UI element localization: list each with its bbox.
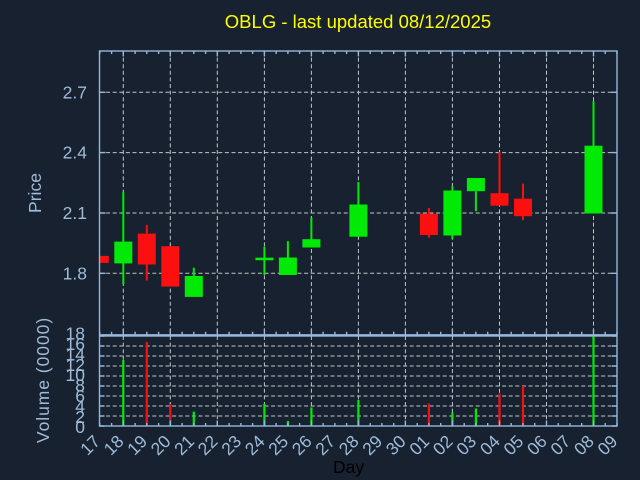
svg-text:14: 14 bbox=[66, 344, 86, 364]
svg-text:2.4: 2.4 bbox=[63, 143, 88, 163]
svg-text:18: 18 bbox=[66, 324, 85, 344]
svg-text:Day: Day bbox=[333, 457, 364, 477]
svg-text:2.1: 2.1 bbox=[63, 203, 87, 223]
svg-text:8: 8 bbox=[75, 376, 85, 396]
svg-text:Volume (0000): Volume (0000) bbox=[33, 317, 53, 443]
svg-text:0: 0 bbox=[75, 417, 85, 437]
svg-text:16: 16 bbox=[66, 334, 85, 354]
svg-text:4: 4 bbox=[75, 396, 85, 416]
svg-text:1.8: 1.8 bbox=[63, 263, 87, 283]
svg-text:12: 12 bbox=[66, 355, 85, 375]
svg-text:6: 6 bbox=[75, 386, 85, 406]
svg-text:10: 10 bbox=[66, 365, 86, 385]
svg-text:OBLG - last updated 08/12/2025: OBLG - last updated 08/12/2025 bbox=[225, 11, 491, 32]
svg-text:2.7: 2.7 bbox=[63, 82, 87, 102]
svg-text:Price: Price bbox=[25, 173, 45, 213]
svg-text:2: 2 bbox=[75, 407, 85, 427]
